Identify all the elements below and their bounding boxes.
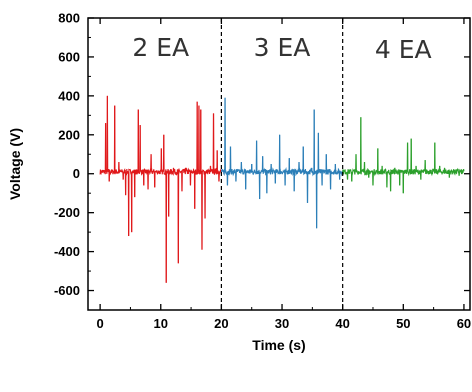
y-tick-label-8: 800 [58,11,80,26]
y-axis-title: Voltage (V) [7,128,23,200]
tick-layer: 0 10 20 30 40 50 60 -600 -400 -200 0 200 400 600 800 [54,11,471,332]
y-tick-label-4: 0 [73,166,80,181]
x-tick-label-1: 0 [97,316,104,331]
y-tick-label-6: 400 [58,88,80,103]
label-layer: 2 EA 3 EA 4 EA [132,33,431,64]
x-tick-label-6: 50 [396,316,410,331]
x-tick-label-3: 20 [214,316,228,331]
x-tick-label-7: 60 [457,316,471,331]
plot-frame [87,17,471,311]
x-tick-label-4: 30 [275,316,289,331]
x-tick-label-2: 10 [154,316,168,331]
region-label-2: 3 EA [254,33,311,62]
series-2-line [220,97,343,229]
region-label-3: 4 EA [375,35,432,64]
y-tick-label-3: -200 [54,205,80,220]
y-tick-label-5: 200 [58,127,80,142]
x-tick-label-5: 40 [335,316,349,331]
y-tick-label-1: -600 [54,283,80,298]
y-tick-label-2: -400 [54,244,80,259]
x-axis-title: Time (s) [252,337,305,353]
series-1-line [99,95,222,283]
region-label-1: 2 EA [132,33,189,62]
y-tick-label-7: 600 [58,49,80,64]
series-layer [99,95,465,283]
